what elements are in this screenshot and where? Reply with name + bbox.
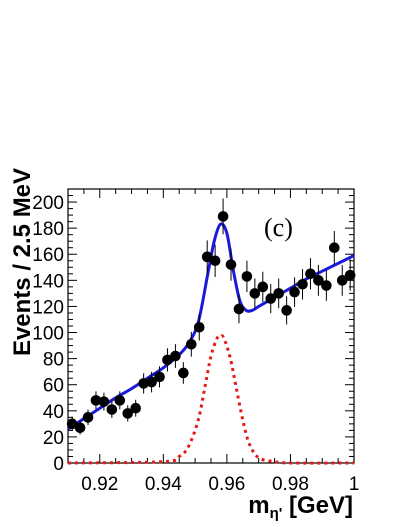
data-point <box>146 376 157 388</box>
data-point <box>241 271 253 282</box>
data-point <box>305 268 316 280</box>
data-point <box>217 211 229 222</box>
y-axis-ticks: 0 20 40 60 80 100 120 140 160 180 200 <box>32 188 354 475</box>
y-tick-label: 40 <box>43 402 64 423</box>
data-point <box>98 396 110 407</box>
data-point <box>178 367 189 379</box>
data-point <box>257 281 269 293</box>
y-tick-label: 20 <box>43 428 64 449</box>
plot-frame <box>67 188 355 464</box>
data-point <box>170 350 181 362</box>
x-axis-ticks: 0.92 0.94 0.96 0.98 1 <box>67 189 360 495</box>
data-point <box>289 286 300 298</box>
data-point <box>344 269 356 281</box>
data-point <box>193 322 205 333</box>
data-points-group <box>66 198 356 435</box>
data-point <box>281 305 292 316</box>
data-point <box>162 354 173 366</box>
data-point <box>138 378 149 389</box>
data-point <box>130 402 141 414</box>
y-tick-label: 100 <box>32 324 64 345</box>
data-point <box>74 422 86 434</box>
y-tick-label: 160 <box>32 245 64 266</box>
x-axis-title-main: m <box>248 492 269 519</box>
y-tick-label: 60 <box>43 376 64 397</box>
data-point <box>90 395 102 406</box>
x-axis-title: mη' [GeV] <box>248 492 353 522</box>
y-tick-label: 120 <box>32 297 64 318</box>
data-point <box>265 293 277 304</box>
data-point <box>273 288 284 299</box>
x-axis-title-sub: η' <box>270 505 283 522</box>
data-point <box>313 275 324 286</box>
x-tick-label: 0.94 <box>145 474 182 495</box>
y-tick-label: 80 <box>43 350 64 371</box>
x-tick-label: 0.96 <box>208 474 245 495</box>
data-point <box>201 251 213 263</box>
data-point <box>209 255 221 267</box>
y-axis-title: Events / 2.5 MeV <box>9 168 36 356</box>
data-point <box>114 395 126 406</box>
x-tick-label: 1 <box>349 474 360 495</box>
data-point <box>122 408 134 419</box>
data-point <box>249 288 261 299</box>
signal-curve-group <box>67 334 355 465</box>
data-point <box>225 259 237 270</box>
data-point <box>106 404 118 415</box>
data-point <box>336 275 348 286</box>
data-point <box>82 412 94 423</box>
y-tick-label: 140 <box>32 271 64 292</box>
x-tick-label: 0.98 <box>272 474 309 495</box>
data-point <box>297 278 308 290</box>
data-point <box>185 338 197 350</box>
panel-label: (c) <box>264 213 293 242</box>
y-tick-label: 180 <box>32 219 64 240</box>
x-axis-title-unit: [GeV] <box>282 492 353 519</box>
data-point <box>321 280 332 291</box>
y-tick-label: 200 <box>32 193 64 214</box>
y-tick-label: 0 <box>53 454 64 475</box>
signal-curve <box>67 334 355 465</box>
x-tick-label: 0.92 <box>81 474 118 495</box>
data-point <box>233 303 245 315</box>
data-point <box>66 418 78 430</box>
data-point <box>328 242 340 254</box>
fit-curve-group <box>67 222 355 431</box>
fit-curve <box>67 222 355 431</box>
data-point <box>154 371 165 383</box>
